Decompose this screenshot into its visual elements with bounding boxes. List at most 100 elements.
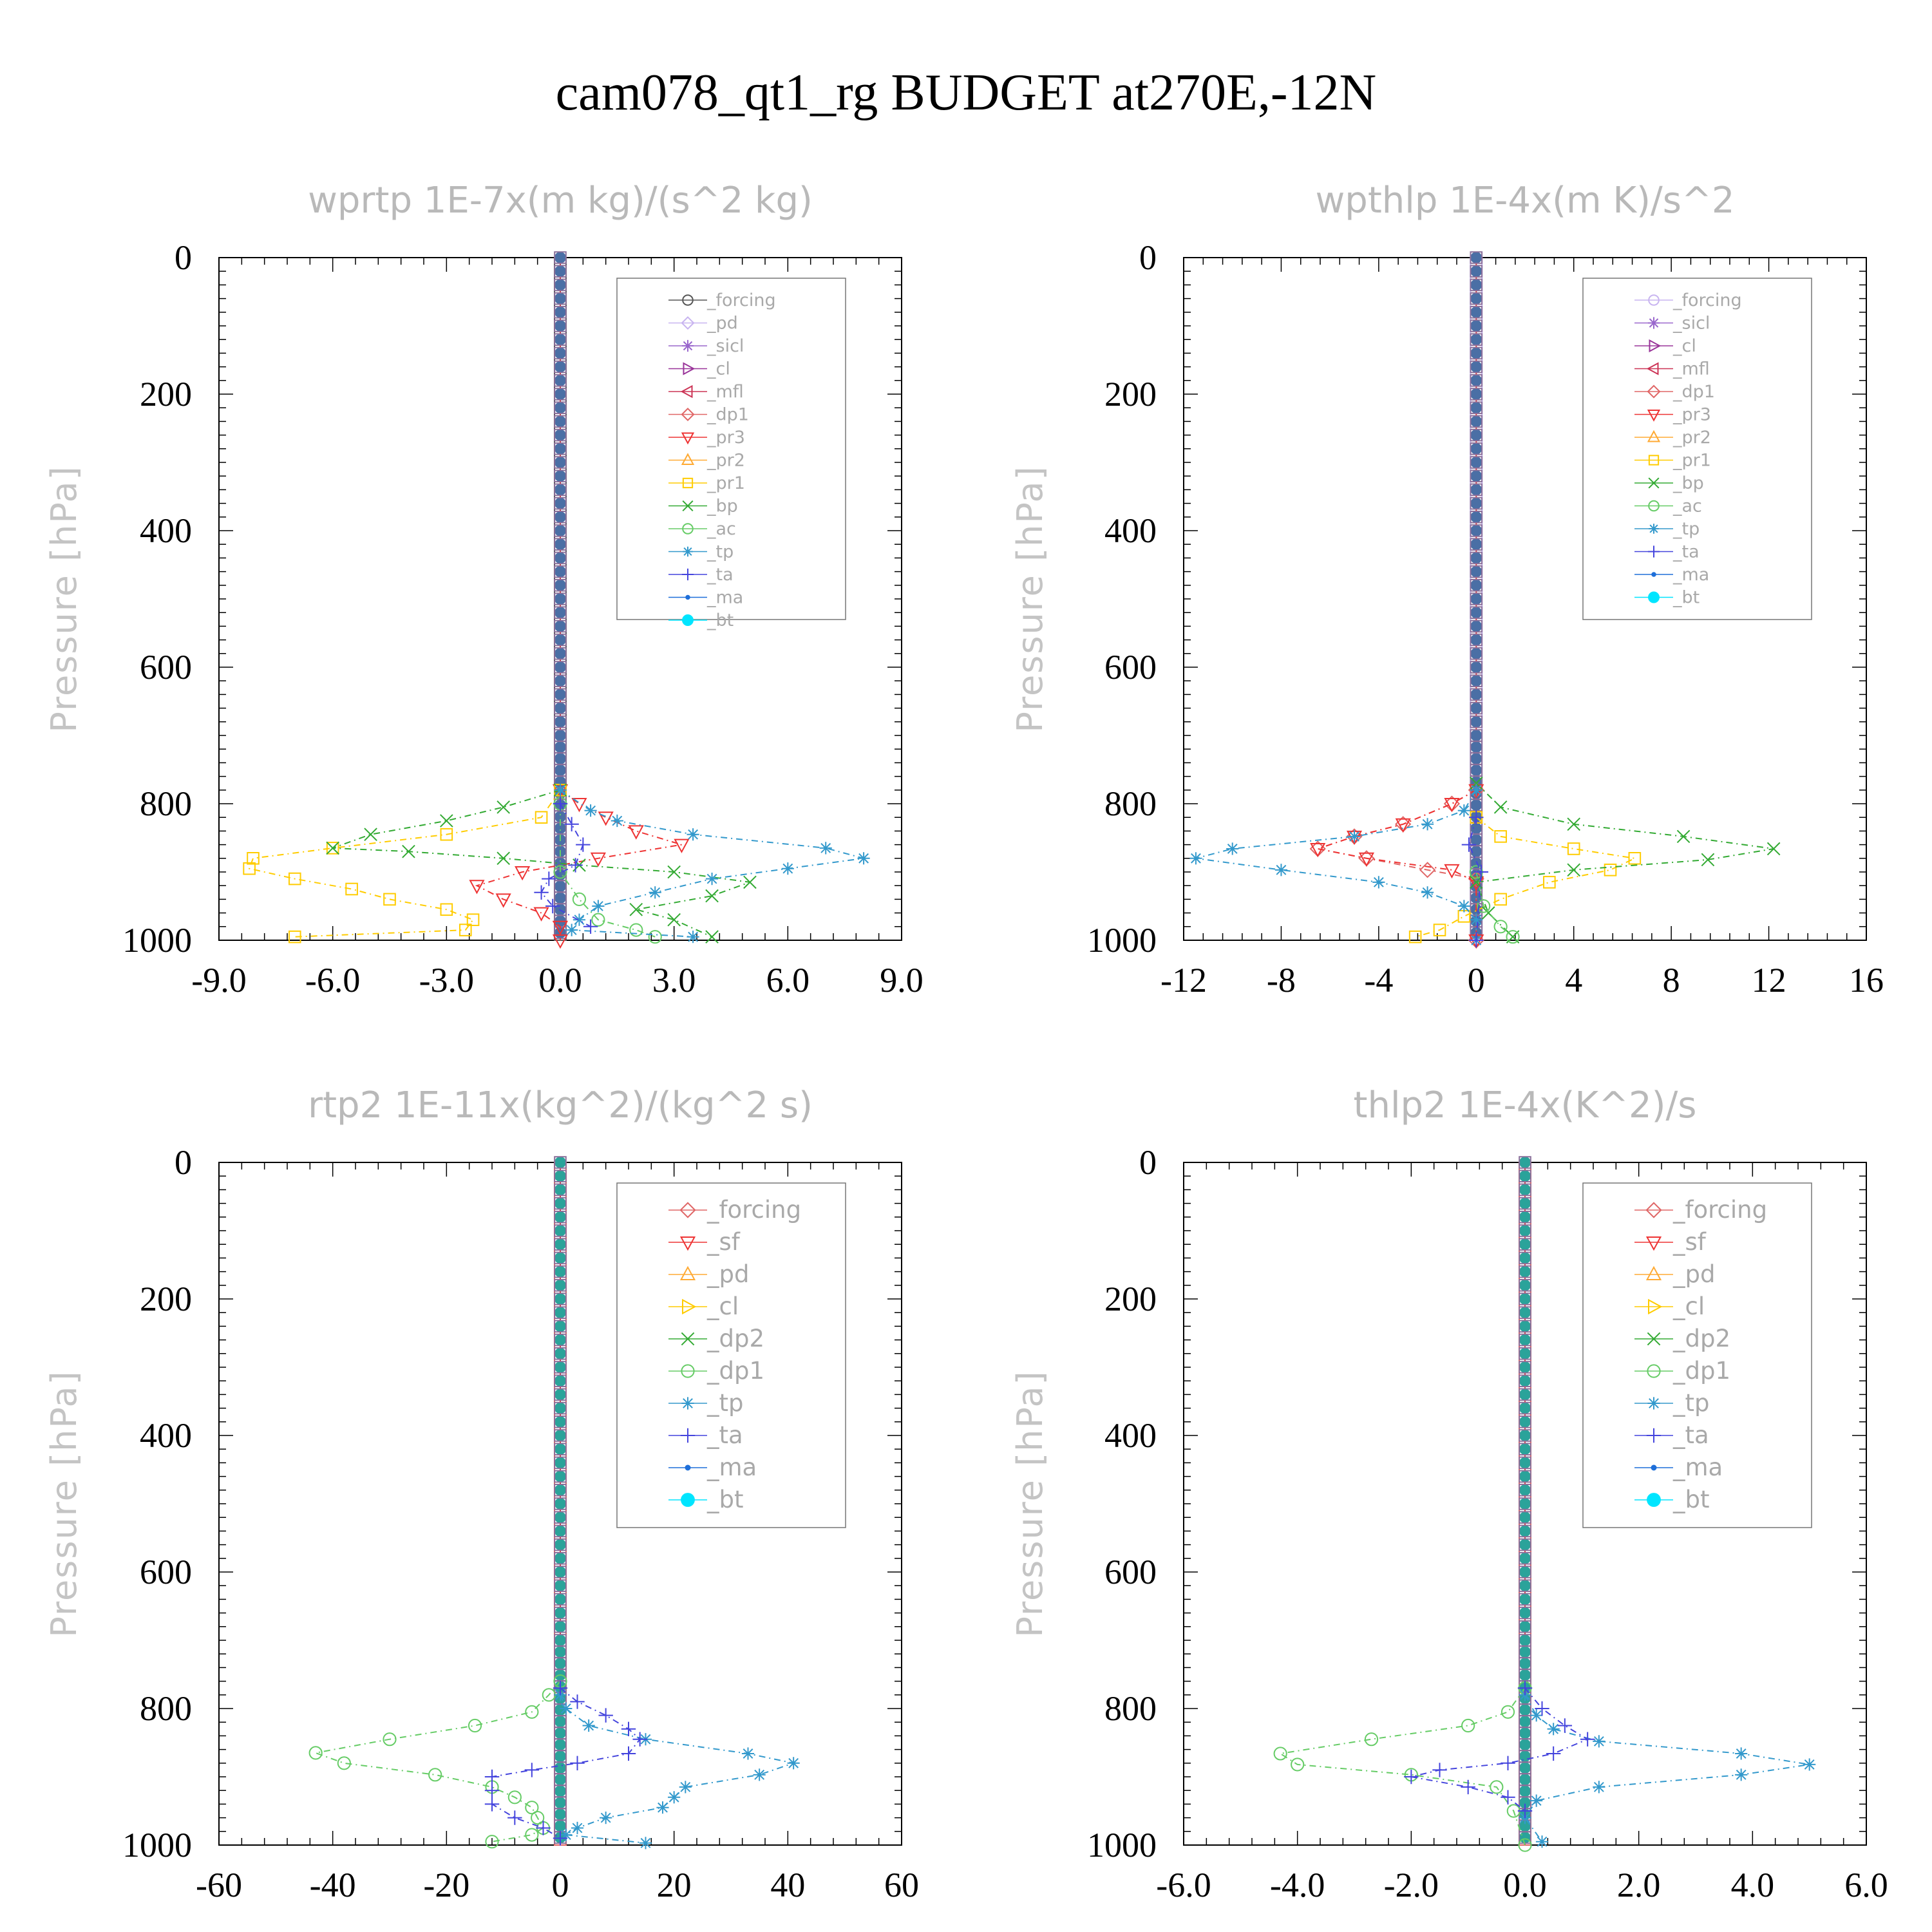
zero-marker-outline [554,1197,567,1210]
x-tick-label: -60 [196,1866,242,1904]
zero-marker-outline [1470,633,1483,647]
series-point-tp [565,923,578,936]
legend-marker [1646,362,1659,375]
series-point-pr1 [1494,830,1507,843]
zero-marker-outline [554,551,567,565]
zero-marker-outline [1519,1293,1531,1305]
zero-marker-outline [1519,1211,1531,1224]
zero-marker-outline [554,469,567,483]
zero-marker-outline [554,633,567,647]
series-point-pr1 [1604,864,1617,876]
series-point-ac [1506,930,1520,944]
zero-marker-outline [1470,306,1483,319]
legend-marker [1647,384,1661,399]
zero-marker-outline [554,388,567,401]
zero-marker-outline [1470,592,1483,605]
series-point-tp [1189,852,1202,865]
legend-entry: _bt [1672,1486,1710,1513]
zero-marker [1519,1634,1531,1646]
zero-marker-outline [1519,1197,1531,1210]
legend-entry: _tp [706,1389,744,1417]
zero-marker-outline [1470,415,1483,428]
panel-title: wprtp 1E-7x(m kg)/(s^2 kg) [308,180,813,222]
legend-marker [1649,339,1662,353]
zero-marker-outline [554,1156,567,1169]
zero-marker [1519,1498,1531,1510]
zero-column [554,251,567,941]
legend-marker [1648,477,1660,489]
zero-marker [1470,593,1482,605]
legend-entry: _pr1 [1672,451,1711,471]
series-line-dp1 [1278,1687,1526,1846]
zero-marker [554,620,566,632]
series-group [243,783,870,949]
zero-marker [1470,334,1482,346]
series-point-ta [524,1763,540,1777]
legend-marker [682,477,694,489]
zero-marker-outline [1519,1170,1531,1183]
zero-marker-outline [1470,278,1483,292]
legend-entry: _sf [1672,1228,1707,1256]
x-tick-label: -9.0 [191,961,246,999]
zero-marker [1519,1580,1531,1592]
y-tick-label: 1000 [1087,921,1157,960]
zero-marker-outline [554,319,567,332]
legend-marker [1647,430,1661,442]
zero-marker-outline [1519,1333,1531,1347]
x-tick-label: 4 [1565,961,1582,999]
series-point-ta [576,837,591,852]
series-point-pr1 [288,930,301,943]
legend-entry: _ma [1672,1454,1723,1481]
legend-marker [1647,545,1660,558]
x-tick-label: -6.0 [305,961,360,999]
series-point-tp [1535,1835,1549,1848]
zero-marker [1519,1739,1531,1751]
zero-marker-outline [1519,1388,1531,1401]
zero-marker [554,1820,566,1832]
zero-marker-outline [554,1306,567,1320]
legend-entry: _forcing [1672,290,1742,310]
series-point-ta [1557,1718,1573,1733]
series-point-tp [649,886,661,899]
series-point-tp [741,1747,755,1760]
series-point-bp [326,841,339,855]
zero-marker [1519,1225,1531,1236]
series-point-tp [705,873,719,886]
x-tick-label: -4 [1364,961,1393,999]
legend-marker [681,1364,695,1378]
zero-marker [554,892,566,904]
zero-marker-outline [1519,1484,1531,1497]
series-point-ta [534,885,549,900]
zero-marker [554,634,566,646]
y-axis-label: Pressure [hPa] [44,465,84,732]
legend-marker [1651,572,1656,577]
zero-marker [554,320,566,332]
zero-marker [1519,1566,1531,1578]
zero-marker [1519,1539,1531,1551]
zero-marker-outline [1519,1183,1531,1197]
zero-marker [1470,511,1482,523]
zero-marker-outline [1519,1401,1531,1415]
zero-marker-outline [554,538,567,551]
zero-marker [1470,252,1482,263]
zero-marker-outline [1470,442,1483,455]
zero-marker-outline [1519,1566,1531,1578]
series-point-bp [1469,776,1483,790]
zero-marker-outline [554,1470,567,1483]
series-point-dp1 [337,1756,351,1770]
zero-marker [1519,1620,1531,1633]
zero-marker [554,1238,566,1251]
zero-marker-outline [1519,1361,1531,1374]
zero-marker-outline [554,1566,567,1578]
zero-marker-outline [554,306,567,319]
series-point-tp [668,1791,681,1804]
x-tick-label: 12 [1752,961,1786,999]
zero-marker [554,1658,566,1669]
zero-marker [1519,1402,1531,1414]
zero-marker [1470,764,1482,777]
zero-marker-outline [1519,1443,1531,1455]
legend-marker [680,1428,696,1443]
legend-entry: _pd [706,1260,749,1288]
zero-marker [554,1607,566,1619]
